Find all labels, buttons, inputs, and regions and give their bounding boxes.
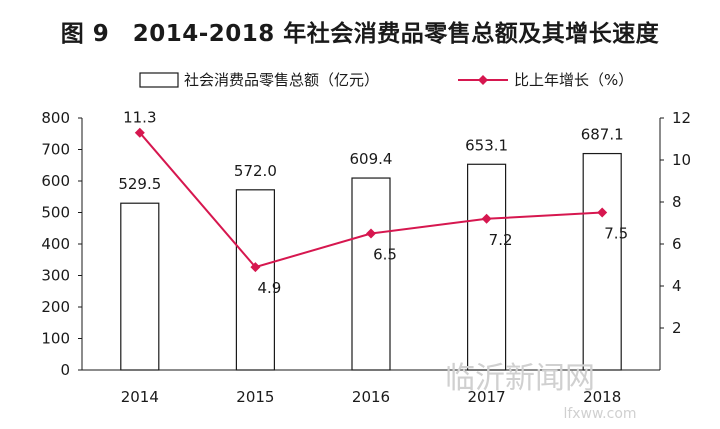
y-left-tick-label: 400 xyxy=(41,235,70,253)
legend-swatch-bar xyxy=(139,72,179,88)
legend: 社会消费品零售总额（亿元） 比上年增长（%） xyxy=(139,71,633,89)
x-tick-label: 2018 xyxy=(583,388,621,406)
bar-data-label: 653.1 xyxy=(465,136,508,154)
legend-label-bar: 社会消费品零售总额（亿元） xyxy=(184,71,379,89)
y-left-tick-label: 0 xyxy=(60,361,70,379)
y-left-tick-label: 300 xyxy=(41,267,70,285)
line-series: 11.3 4.9 6.5 7.2 7.5 xyxy=(123,109,628,297)
line-point xyxy=(366,228,376,239)
bar xyxy=(582,152,622,371)
y-right-tick-label: 8 xyxy=(672,193,682,211)
bar xyxy=(351,177,391,371)
y-right-tick-label: 6 xyxy=(672,235,682,253)
line-point xyxy=(134,127,145,138)
bar-data-label: 609.4 xyxy=(350,150,393,168)
y-right-tick-label: 10 xyxy=(672,151,691,169)
legend-marker-line xyxy=(478,75,488,85)
bar xyxy=(235,189,275,371)
y-left-tick-label: 700 xyxy=(41,141,70,159)
x-tick-label: 2016 xyxy=(352,388,390,406)
y-left-tick-label: 200 xyxy=(41,298,70,316)
line-data-label: 7.5 xyxy=(604,225,628,243)
line-data-label: 11.3 xyxy=(123,109,156,127)
y-left-tick-label: 500 xyxy=(41,204,70,222)
y-left-tick-label: 600 xyxy=(41,172,70,190)
line-point xyxy=(250,262,261,273)
bar xyxy=(467,163,507,371)
line-point xyxy=(597,207,608,218)
x-tick-label: 2017 xyxy=(468,388,506,406)
x-tick-label: 2015 xyxy=(236,388,274,406)
y-right-tick-label: 12 xyxy=(672,109,691,127)
bar-data-label: 529.5 xyxy=(118,175,161,193)
y-left-tick-label: 800 xyxy=(41,109,70,127)
line-point xyxy=(481,213,492,224)
line-data-label: 6.5 xyxy=(373,246,397,264)
axes: 0 100 200 300 400 500 600 700 800 2 4 6 8 10 12 2014 201… xyxy=(41,109,691,406)
watermark-url: lfxww.com xyxy=(563,406,636,422)
bar xyxy=(120,202,160,371)
legend-label-line: 比上年增长（%） xyxy=(514,71,633,89)
x-tick-label: 2014 xyxy=(121,388,159,406)
watermark-text: 临沂新闻网 xyxy=(445,361,595,396)
bar-series: 529.5 572.0 609.4 653.1 687.1 xyxy=(118,126,624,371)
chart-title: 图 9 2014-2018 年社会消费品零售总额及其增长速度 xyxy=(60,21,660,47)
line-data-label: 4.9 xyxy=(257,279,281,297)
line-data-label: 7.2 xyxy=(489,231,513,249)
bar-data-label: 687.1 xyxy=(581,126,624,144)
y-right-tick-label: 4 xyxy=(672,277,682,295)
watermark: 临沂新闻网 lfxww.com xyxy=(445,361,637,422)
y-left-tick-label: 100 xyxy=(41,330,70,348)
bar-data-label: 572.0 xyxy=(234,162,277,180)
y-right-tick-label: 2 xyxy=(672,319,682,337)
